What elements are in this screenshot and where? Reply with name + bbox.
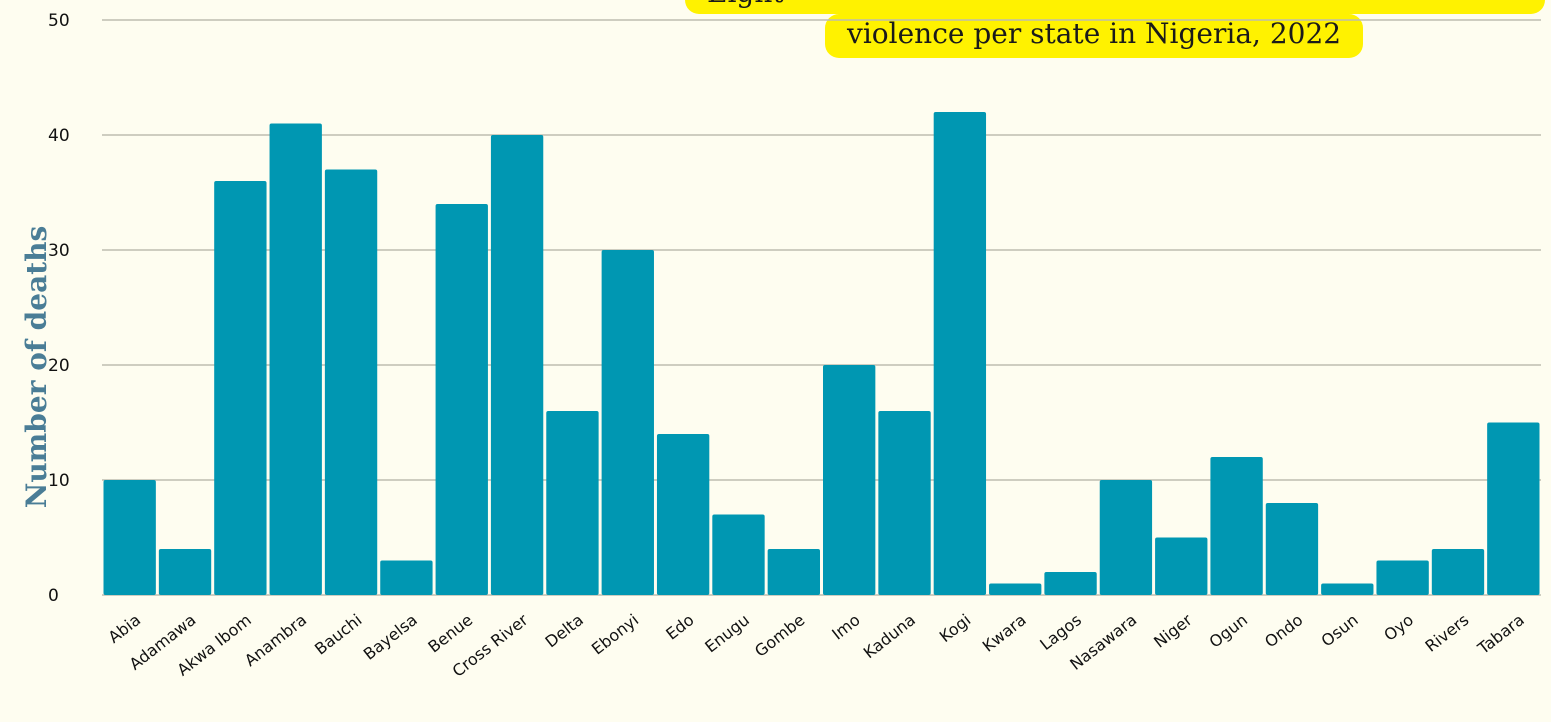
- bar-akwa-ibom: [214, 181, 267, 595]
- x-tick-label: Rivers: [1422, 610, 1473, 656]
- bar-enugu: [712, 514, 765, 595]
- bar-adamawa: [158, 549, 212, 595]
- bar-cross-river: [490, 135, 544, 595]
- x-tick-label: Ondo: [1261, 610, 1306, 651]
- x-tick-label: Delta: [542, 610, 587, 651]
- chart-title-line-1: Eight: [685, 0, 1545, 14]
- x-tick-label: Gombe: [751, 610, 808, 661]
- x-tick-label: Kaduna: [860, 610, 919, 662]
- y-tick-label: 40: [48, 126, 70, 146]
- bar-layer: [103, 112, 1540, 595]
- x-tick-label: Enugu: [701, 610, 753, 656]
- bar-ebonyi: [601, 250, 654, 595]
- bar-edo: [656, 434, 710, 595]
- y-axis-ticks: 0 10 20 30 40 50: [48, 11, 70, 606]
- y-tick-label: 20: [48, 356, 70, 376]
- bar-tabara: [1487, 422, 1540, 595]
- bar-benue: [435, 204, 488, 595]
- bar-imo: [823, 365, 876, 595]
- x-tick-label: Edo: [662, 610, 697, 643]
- x-tick-label: Kogi: [936, 610, 975, 646]
- bar-niger: [1155, 537, 1208, 595]
- x-tick-label: Kwara: [979, 610, 1030, 656]
- x-tick-label: Bauchi: [311, 610, 365, 658]
- bar-rivers: [1431, 549, 1485, 595]
- bar-kogi: [933, 112, 987, 595]
- y-tick-label: 30: [48, 241, 70, 261]
- bar-abia: [103, 480, 156, 595]
- x-tick-label: Niger: [1150, 610, 1196, 652]
- bar-gombe: [767, 549, 820, 595]
- bar-kwara: [989, 583, 1042, 595]
- bar-bayelsa: [380, 560, 433, 595]
- bar-bauchi: [324, 169, 378, 595]
- x-tick-label: Ogun: [1205, 610, 1251, 651]
- chart-title-line-2: violence per state in Nigeria, 2022: [825, 14, 1364, 58]
- y-axis-label: Number of deaths: [20, 226, 53, 509]
- x-tick-label: Abia: [105, 610, 145, 647]
- x-tick-label: Ebonyi: [588, 610, 642, 658]
- bar-oyo: [1376, 560, 1429, 595]
- x-tick-label: Tabara: [1473, 610, 1527, 658]
- y-tick-label: 50: [48, 11, 70, 31]
- bar-ogun: [1210, 457, 1263, 595]
- bar-nasawara: [1099, 480, 1153, 595]
- bar-delta: [546, 411, 599, 595]
- x-tick-label: Oyo: [1380, 610, 1417, 645]
- bar-kaduna: [878, 411, 931, 595]
- bar-ondo: [1265, 503, 1319, 595]
- x-tick-label: Bayelsa: [360, 610, 421, 664]
- y-tick-label: 0: [48, 586, 59, 606]
- x-tick-label: Osun: [1318, 610, 1362, 650]
- bar-lagos: [1044, 572, 1097, 595]
- x-tick-label: Imo: [828, 610, 863, 643]
- bar-anambra: [269, 123, 322, 595]
- x-tick-label: Lagos: [1036, 610, 1085, 654]
- y-tick-label: 10: [48, 471, 70, 491]
- x-tick-label: Anambra: [241, 610, 310, 670]
- bar-osun: [1321, 583, 1374, 595]
